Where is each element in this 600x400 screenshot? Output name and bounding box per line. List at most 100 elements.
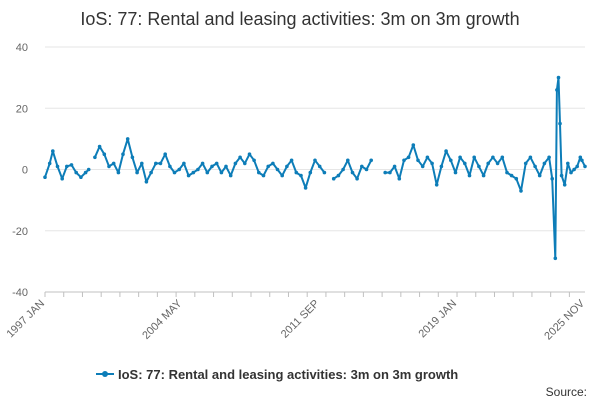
data-point[interactable]	[228, 173, 233, 178]
data-point[interactable]	[472, 155, 477, 160]
data-point[interactable]	[86, 167, 91, 172]
data-point[interactable]	[172, 170, 177, 175]
data-point[interactable]	[51, 149, 55, 153]
legend[interactable]: IoS: 77: Rental and leasing activities: …	[96, 367, 458, 382]
data-point[interactable]	[331, 176, 336, 181]
data-point[interactable]	[425, 155, 430, 160]
data-point[interactable]	[439, 164, 444, 169]
data-point[interactable]	[444, 149, 448, 153]
data-point[interactable]	[252, 158, 256, 163]
data-point[interactable]	[313, 158, 317, 163]
data-point[interactable]	[83, 170, 88, 175]
data-point[interactable]	[434, 183, 439, 187]
data-point[interactable]	[303, 186, 308, 190]
data-point[interactable]	[144, 180, 149, 184]
data-point[interactable]	[559, 173, 564, 178]
data-point[interactable]	[449, 158, 453, 163]
data-point[interactable]	[149, 170, 153, 175]
data-point[interactable]	[163, 152, 167, 156]
data-point[interactable]	[200, 161, 205, 166]
data-point[interactable]	[182, 161, 186, 166]
data-point[interactable]	[420, 164, 425, 169]
data-point[interactable]	[135, 170, 139, 175]
data-point[interactable]	[130, 155, 135, 160]
data-point[interactable]	[558, 121, 562, 126]
data-point[interactable]	[317, 164, 322, 169]
data-point[interactable]	[509, 173, 514, 178]
data-point[interactable]	[196, 167, 200, 172]
data-point[interactable]	[121, 152, 125, 156]
data-point[interactable]	[397, 176, 402, 181]
data-point[interactable]	[580, 158, 584, 163]
data-point[interactable]	[477, 164, 481, 169]
data-point[interactable]	[219, 170, 224, 175]
data-point[interactable]	[299, 173, 303, 178]
data-point[interactable]	[79, 175, 83, 179]
data-point[interactable]	[416, 158, 420, 163]
data-point[interactable]	[69, 163, 74, 167]
data-point[interactable]	[97, 144, 102, 149]
data-point[interactable]	[177, 167, 181, 172]
data-point[interactable]	[341, 167, 345, 172]
data-point[interactable]	[458, 155, 462, 160]
data-point[interactable]	[523, 161, 528, 166]
data-point[interactable]	[336, 173, 341, 178]
data-point[interactable]	[555, 88, 559, 92]
data-point[interactable]	[583, 164, 587, 169]
data-point[interactable]	[233, 161, 238, 166]
data-point[interactable]	[500, 155, 505, 160]
data-point[interactable]	[514, 176, 519, 181]
data-point[interactable]	[402, 158, 406, 163]
data-point[interactable]	[355, 176, 359, 181]
data-point[interactable]	[60, 176, 64, 181]
data-point[interactable]	[505, 170, 509, 175]
data-point[interactable]	[214, 161, 219, 166]
data-point[interactable]	[360, 164, 364, 169]
data-point[interactable]	[74, 170, 78, 175]
data-point[interactable]	[168, 164, 172, 169]
data-point[interactable]	[116, 170, 121, 175]
data-point[interactable]	[553, 256, 558, 261]
data-point[interactable]	[289, 158, 294, 163]
data-point[interactable]	[392, 164, 397, 169]
data-point[interactable]	[406, 155, 411, 160]
data-point[interactable]	[322, 170, 327, 175]
data-point[interactable]	[430, 161, 434, 166]
data-point[interactable]	[238, 155, 242, 160]
data-point[interactable]	[519, 189, 523, 193]
data-point[interactable]	[280, 173, 285, 178]
data-point[interactable]	[224, 164, 228, 169]
data-point[interactable]	[158, 161, 163, 166]
data-point[interactable]	[364, 167, 369, 172]
data-point[interactable]	[547, 155, 551, 160]
data-point[interactable]	[350, 170, 355, 175]
data-point[interactable]	[411, 143, 416, 147]
data-point[interactable]	[481, 173, 486, 178]
data-point[interactable]	[569, 170, 573, 175]
data-point[interactable]	[210, 164, 214, 169]
data-point[interactable]	[93, 155, 97, 160]
data-point[interactable]	[65, 164, 69, 169]
data-point[interactable]	[261, 173, 266, 178]
data-point[interactable]	[247, 152, 252, 156]
data-point[interactable]	[55, 164, 60, 169]
data-point[interactable]	[550, 176, 554, 181]
data-point[interactable]	[346, 158, 350, 163]
data-point[interactable]	[528, 155, 533, 160]
data-point[interactable]	[275, 167, 280, 172]
data-point[interactable]	[388, 170, 392, 175]
data-point[interactable]	[154, 161, 158, 166]
data-point[interactable]	[486, 161, 491, 166]
data-point[interactable]	[562, 183, 567, 187]
data-point[interactable]	[243, 161, 247, 166]
data-point[interactable]	[257, 170, 261, 175]
data-point[interactable]	[537, 173, 542, 178]
data-point[interactable]	[542, 161, 547, 166]
data-point[interactable]	[575, 164, 579, 169]
data-point[interactable]	[491, 155, 495, 160]
data-point[interactable]	[467, 173, 472, 178]
data-point[interactable]	[140, 161, 144, 166]
data-point[interactable]	[47, 161, 52, 166]
data-point[interactable]	[566, 161, 570, 166]
data-point[interactable]	[308, 170, 313, 175]
